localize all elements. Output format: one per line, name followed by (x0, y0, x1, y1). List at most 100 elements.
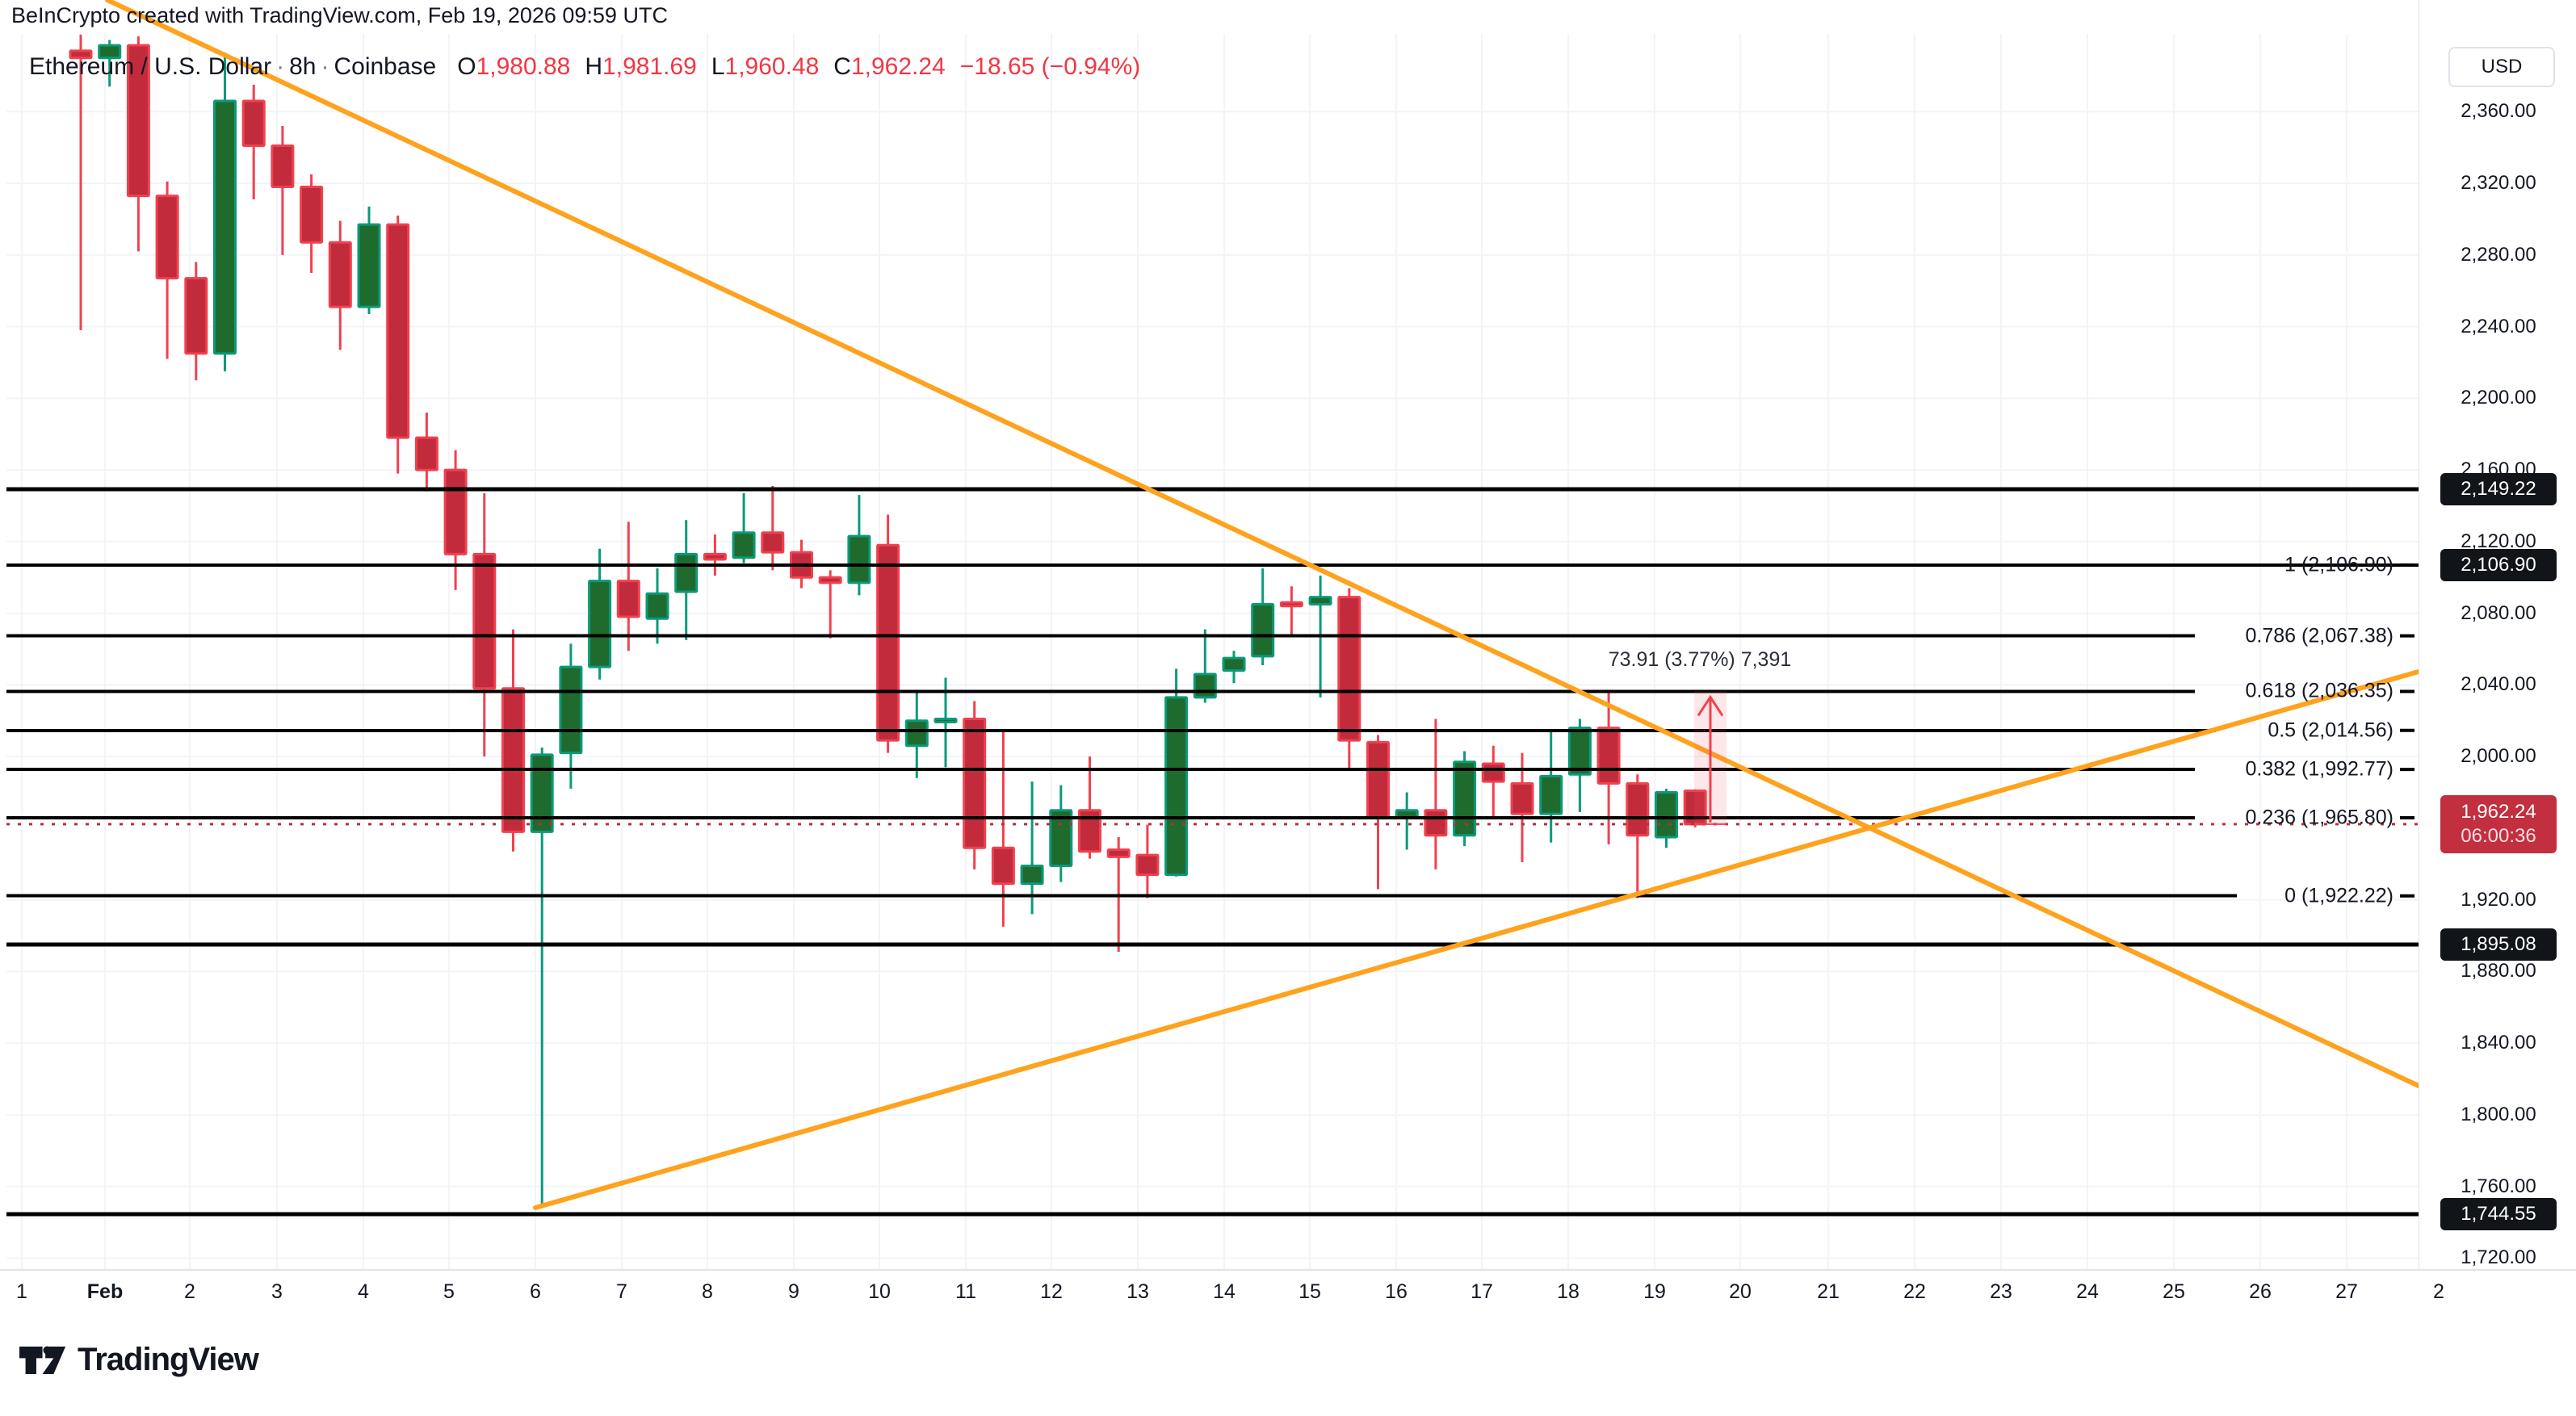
time-label: 11 (955, 1280, 976, 1303)
open-value: 1,980.88 (476, 53, 571, 80)
time-label: 20 (1729, 1280, 1752, 1303)
candle-body (472, 552, 497, 690)
legend-separator: · (321, 53, 329, 80)
tradingview-logo[interactable]: TradingView (19, 1342, 259, 1378)
time-label: 18 (1557, 1280, 1580, 1303)
currency-toggle-button[interactable]: USD (2448, 47, 2555, 87)
candle-body (703, 552, 727, 561)
candle-body (271, 144, 295, 188)
interval-label[interactable]: 8h (289, 53, 317, 80)
candle-body (1424, 809, 1448, 837)
price-level-badge: 1,895.08 (2440, 928, 2557, 961)
candle-body (1222, 656, 1246, 672)
candle-body (1106, 848, 1131, 858)
measurement-annotation[interactable]: 73.91 (3.77%) 7,391 (1608, 648, 1792, 671)
time-label: 8 (702, 1280, 713, 1303)
fib-label[interactable]: 0.786 (2,067.38) (2245, 624, 2393, 647)
candle-body (1655, 790, 1678, 839)
low-value: 1,960.48 (724, 53, 820, 80)
candle-body (1020, 864, 1044, 886)
fib-label[interactable]: 0.5 (2,014.56) (2268, 718, 2393, 742)
candle-body (559, 665, 583, 755)
candle-body (501, 687, 525, 833)
price-level-badge: 1,744.55 (2440, 1197, 2557, 1230)
projection-arrow-head-icon (1697, 694, 1724, 717)
fib-label[interactable]: 0.236 (1,965.80) (2245, 806, 2393, 829)
time-label: 12 (1040, 1280, 1063, 1303)
price-tick-label: 1,800.00 (2461, 1103, 2536, 1125)
candle-body (963, 718, 987, 849)
symbol-title[interactable]: Ethereum / U.S. Dollar (29, 53, 272, 80)
price-tick-label: 2,360.00 (2461, 100, 2536, 123)
tradingview-logo-icon (19, 1346, 66, 1374)
open-label: O (457, 53, 476, 80)
candle-body (357, 223, 381, 308)
credit-text: BeInCrypto created with TradingView.com,… (11, 3, 668, 27)
price-tick-label: 1,880.00 (2461, 960, 2536, 982)
candle-body (1308, 596, 1332, 606)
bar-countdown: 06:00:36 (2461, 824, 2536, 847)
candle-body (1135, 853, 1160, 877)
candle-body (1279, 601, 1303, 608)
low-label: L (711, 53, 725, 80)
price-tick-label: 2,040.00 (2461, 673, 2536, 696)
candle-body (732, 531, 756, 559)
time-label: 4 (358, 1280, 369, 1303)
candle-body (1539, 775, 1563, 815)
time-label: 5 (443, 1280, 455, 1303)
candle-body (443, 468, 468, 555)
time-label: 21 (1817, 1280, 1840, 1303)
candle-body (300, 185, 324, 244)
time-label: 22 (1903, 1280, 1926, 1303)
candle-body (645, 592, 669, 620)
price-tick-label: 2,320.00 (2461, 172, 2536, 195)
candle-body (414, 436, 438, 471)
time-label: 19 (1643, 1280, 1666, 1303)
time-axis-border (0, 1269, 2576, 1271)
price-tick-label: 2,240.00 (2461, 315, 2536, 337)
price-tick-label: 2,120.00 (2461, 530, 2536, 552)
candle-body (98, 44, 122, 60)
candle-body (126, 44, 150, 198)
last-price-value: 1,962.24 (2461, 800, 2536, 823)
price-tick-label: 1,720.00 (2461, 1246, 2536, 1269)
price-level-badge: 2,149.22 (2440, 473, 2557, 505)
candle-body (904, 719, 929, 748)
time-axis[interactable]: 1 Feb 2 3 4 5 6 7 8 9 10 11 12 13 14 15 16 17 18 19 20 21 22 23… (0, 1271, 2576, 1416)
time-label: 26 (2249, 1280, 2272, 1303)
time-label: 10 (868, 1280, 891, 1303)
trendline-descending-resistance[interactable] (105, 0, 2421, 1088)
time-label: 2 (184, 1280, 195, 1303)
candle-body (1193, 672, 1217, 699)
candle-body (1337, 596, 1361, 742)
candle-body (1481, 762, 1505, 783)
last-price-badge: 1,962.24 06:00:36 (2440, 794, 2557, 853)
price-tick-label: 1,920.00 (2461, 888, 2536, 911)
price-tick-label: 2,080.00 (2461, 601, 2536, 624)
fib-label[interactable]: 0.618 (2,036.35) (2245, 679, 2393, 702)
candle-body (1510, 781, 1534, 815)
price-level-badge: 2,106.90 (2440, 548, 2557, 581)
close-value: 1,962.24 (850, 53, 946, 80)
time-label: 3 (271, 1280, 283, 1303)
high-label: H (585, 53, 603, 80)
time-label: 9 (788, 1280, 799, 1303)
candle-body (184, 277, 208, 355)
fib-label[interactable]: 1 (2,106.90) (2284, 553, 2393, 576)
price-tick-label: 2,200.00 (2461, 387, 2536, 409)
symbol-legend: Ethereum / U.S. Dollar · 8h · Coinbase O1,980… (29, 53, 1140, 81)
fib-label[interactable]: 0 (1,922.22) (2284, 884, 2393, 907)
time-label: 14 (1213, 1280, 1236, 1303)
fib-label[interactable]: 0.382 (1,992.77) (2245, 757, 2393, 781)
candle-body (1049, 809, 1073, 867)
close-label: C (833, 53, 851, 80)
candle-body (991, 846, 1015, 886)
candle-body (1164, 696, 1189, 877)
candle-body (818, 576, 842, 584)
trendline-ascending-support[interactable] (533, 669, 2421, 1210)
exchange-label[interactable]: Coinbase (334, 53, 437, 80)
price-axis[interactable]: USD 2,360.00 2,320.00 2,280.00 2,240.00 2,20… (2419, 0, 2576, 1269)
candle-body (1596, 727, 1621, 785)
candle-body (1078, 809, 1101, 853)
